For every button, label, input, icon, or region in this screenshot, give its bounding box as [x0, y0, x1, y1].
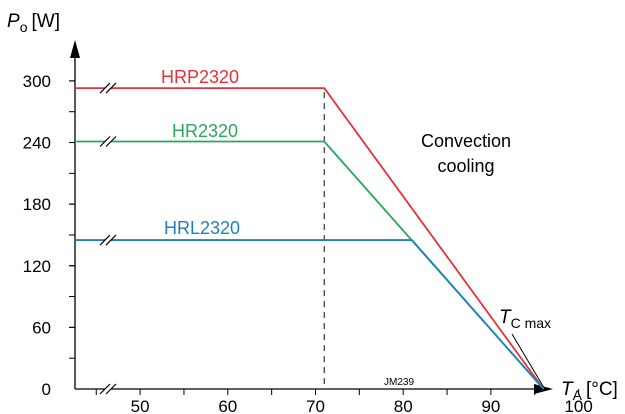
x-axis-label: TA [°C] — [561, 379, 618, 403]
y-tick-label: 240 — [23, 134, 51, 153]
x-tick-label: 60 — [218, 397, 237, 414]
y-axis-arrow — [70, 40, 80, 58]
series-break-gap — [105, 237, 111, 244]
x-axis-break-gap — [105, 386, 111, 392]
annotation-tc-max: TC max — [499, 307, 551, 331]
y-tick-label: 0 — [42, 380, 51, 399]
figure-code: JM239 — [384, 377, 414, 388]
x-tick-label: 70 — [306, 397, 325, 414]
series-line-hrl2320 — [75, 239, 545, 390]
y-axis-label: Po [W] — [7, 11, 60, 35]
x-tick-label: 90 — [481, 397, 500, 414]
series-group — [75, 82, 545, 390]
y-tick-label: 120 — [23, 257, 51, 276]
series-line-hrp2320 — [75, 87, 545, 390]
series-break-gap — [105, 85, 111, 92]
series-break-gap — [105, 138, 111, 145]
axes: 0 60 120 180 240 300 50 60 70 80 90 100 Po [W] TA [°C] — [7, 11, 618, 414]
y-tick-label: 300 — [23, 72, 51, 91]
y-tick-label: 180 — [23, 195, 51, 214]
annotation-convection: Convection — [421, 131, 511, 151]
tc-max-leader-line — [511, 333, 544, 388]
x-tick-label: 50 — [131, 397, 150, 414]
x-tick-label: 100 — [564, 397, 592, 414]
series-line-hr2320 — [75, 140, 545, 390]
x-tick-label: 80 — [394, 397, 413, 414]
x-axis-break-mark — [99, 383, 117, 395]
series-break-mark — [99, 82, 117, 94]
series-label-hrl2320: HRL2320 — [164, 218, 240, 238]
series-break-mark — [99, 136, 117, 147]
series-break-mark — [99, 234, 117, 246]
series-label-hr2320: HR2320 — [172, 121, 238, 141]
labels-group: HRP2320 HR2320 HRL2320 Convection cooling TC … — [161, 67, 551, 388]
series-label-hrp2320: HRP2320 — [161, 67, 239, 87]
annotation-cooling: cooling — [437, 156, 494, 176]
y-tick-label: 60 — [32, 318, 51, 337]
